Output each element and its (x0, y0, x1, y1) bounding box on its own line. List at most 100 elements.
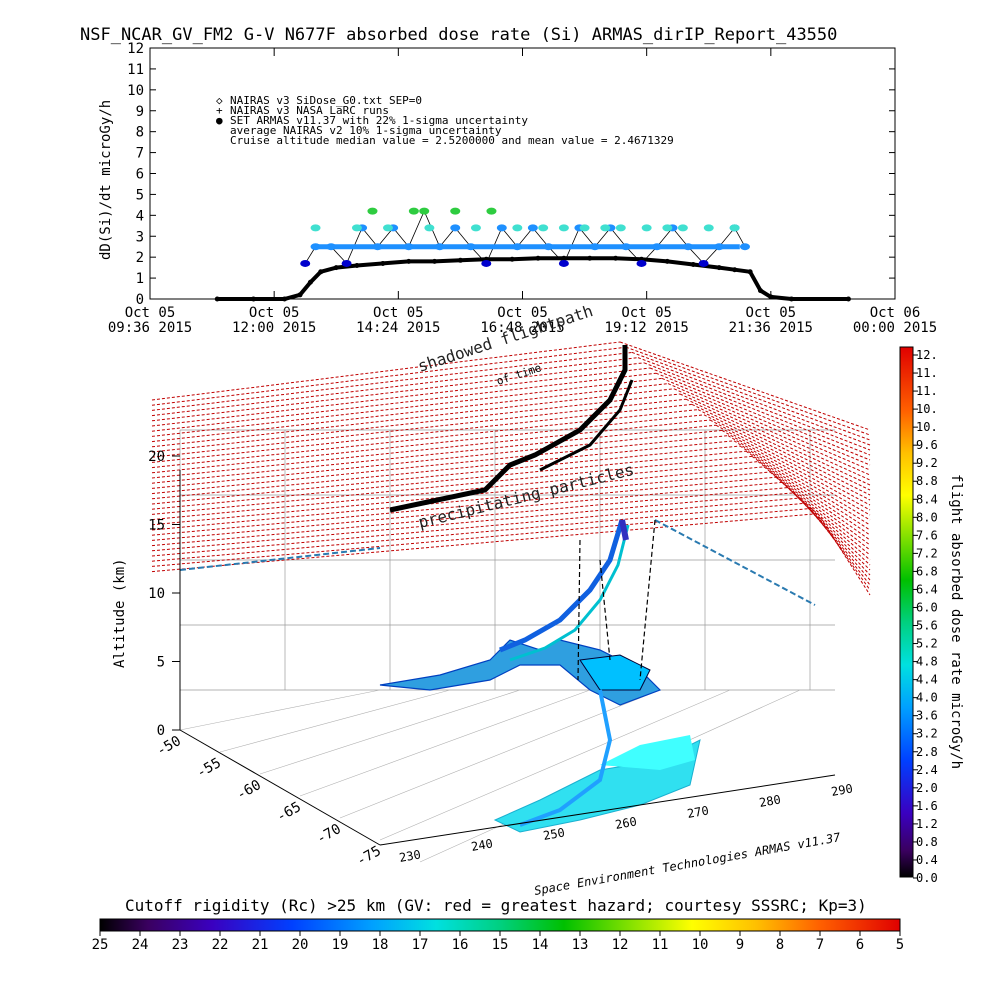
3d-back-grid (179, 429, 835, 863)
dose-tick-label: 11. (916, 384, 938, 398)
projection-left (179, 547, 381, 571)
rigidity-tick-label: 19 (332, 937, 349, 953)
floor-grid-line (379, 689, 731, 841)
floor-grid-line (179, 689, 381, 731)
cutoff-rigidity-plane (151, 341, 871, 596)
plane-line-a (151, 351, 633, 411)
dose-tick-label: 2.0 (916, 781, 938, 795)
nairas-point (318, 269, 324, 275)
dose-tick-label: 11. (916, 366, 938, 380)
plane-line-b (637, 357, 871, 446)
armas-high-point (579, 224, 590, 232)
nairas-point (406, 258, 412, 264)
rigidity-tick-label: 21 (252, 937, 269, 953)
floor-grid-line (259, 689, 521, 775)
armas-high-point (729, 224, 740, 232)
dose-tick-label: 4.8 (916, 655, 938, 669)
armas-high-point (558, 224, 569, 232)
top-x-tick-label-date: Oct 05 (746, 305, 797, 321)
armas-high-point (512, 224, 523, 232)
armas-point (419, 207, 430, 215)
plane-line-a (151, 476, 777, 536)
armas-point (326, 243, 337, 251)
dose-tick-label: 10. (916, 420, 938, 434)
plane-line-b (757, 461, 871, 546)
top-y-tick-label: 11 (127, 62, 144, 78)
nairas-point (587, 255, 593, 261)
dose-tick-label: 6.8 (916, 564, 938, 578)
plane-line-b (697, 409, 871, 496)
plane-line-b (625, 346, 871, 436)
plane-line-a (151, 502, 807, 562)
plane-line-a (151, 346, 627, 406)
armas-high-point (408, 207, 419, 215)
plane-line-a (151, 492, 795, 552)
plane-line-b (673, 388, 871, 476)
plane-line-b (643, 362, 871, 451)
rigidity-tick-label: 23 (172, 937, 189, 953)
dose-rate-colorbar-label: flight absorbed dose rate microGy/h (948, 474, 964, 769)
nairas-point (214, 296, 220, 302)
plane-line-a (151, 409, 699, 469)
top-x-tick-label-time: 14:24 2015 (356, 320, 440, 336)
top-x-tick-label-time: 09:36 2015 (108, 320, 192, 336)
rigidity-tick-label: 24 (132, 937, 149, 953)
top-legend: ◇ NAIRAS v3 SiDose_G0.txt SEP=0 + NAIRAS v3… (216, 94, 674, 147)
projection-right (654, 519, 816, 606)
armas-high-point (382, 224, 393, 232)
nairas-point (732, 267, 738, 273)
flightpath-turn (619, 519, 629, 541)
top-x-tick-label-time: 16:48 2015 (480, 320, 564, 336)
armas-high-point (641, 224, 652, 232)
cutoff-rigidity-gradient (99, 918, 901, 932)
plane-line-a (151, 435, 729, 495)
nairas-point (333, 265, 339, 271)
armas-point (636, 259, 647, 267)
plane-line-a (151, 372, 657, 432)
flight-path-3d (179, 345, 816, 827)
armas-high-point (538, 224, 549, 232)
flightpath-inbound (509, 524, 630, 662)
nairas-point (354, 263, 360, 269)
altitude-axis-label: Altitude (km) (112, 558, 128, 668)
dose-tick-label: 9.6 (916, 438, 938, 452)
lat-tick-label: -70 (314, 821, 344, 848)
armas-point (714, 243, 725, 251)
plane-line-a (151, 455, 753, 515)
nairas-point (768, 294, 774, 300)
floor-grid-line (299, 689, 591, 797)
plane-line-b (709, 419, 871, 506)
nairas-point (282, 296, 288, 302)
armas-high-point (662, 224, 673, 232)
plane-line-a (151, 513, 819, 573)
plane-line-b (649, 367, 871, 456)
plane-line-b (721, 429, 871, 516)
rigidity-tick-label: 15 (492, 937, 509, 953)
top-x-tick-label-time: 19:12 2015 (605, 320, 689, 336)
dose-tick-label: 1.2 (916, 817, 938, 831)
top-x-tick-label-date: Oct 05 (497, 305, 548, 321)
armas-point (527, 224, 538, 232)
plane-line-a (151, 403, 693, 463)
chart-title: NSF_NCAR_GV_FM2 G-V N677F absorbed dose … (80, 25, 837, 45)
top-y-tick-label: 10 (127, 83, 144, 99)
armas-point (434, 243, 445, 251)
plane-line-a (151, 424, 717, 484)
shadowed-flightpath-return (539, 379, 634, 472)
dose-tick-label: 1.6 (916, 799, 938, 813)
plane-line-b (685, 398, 871, 486)
top-y-tick-label: 8 (136, 125, 144, 141)
lon-tick-label: 250 (542, 825, 566, 843)
dose-tick-label: 9.2 (916, 456, 938, 470)
credit-label: Space Environment Technologies ARMAS v11… (533, 830, 842, 898)
plane-line-a (151, 377, 663, 437)
plane-line-b (769, 471, 871, 556)
armas-high-point (677, 224, 688, 232)
of-time-label: of time (495, 361, 543, 388)
rigidity-tick-label: 10 (692, 937, 709, 953)
top-y-tick-label: 9 (136, 104, 144, 120)
rigidity-tick-label: 17 (412, 937, 429, 953)
